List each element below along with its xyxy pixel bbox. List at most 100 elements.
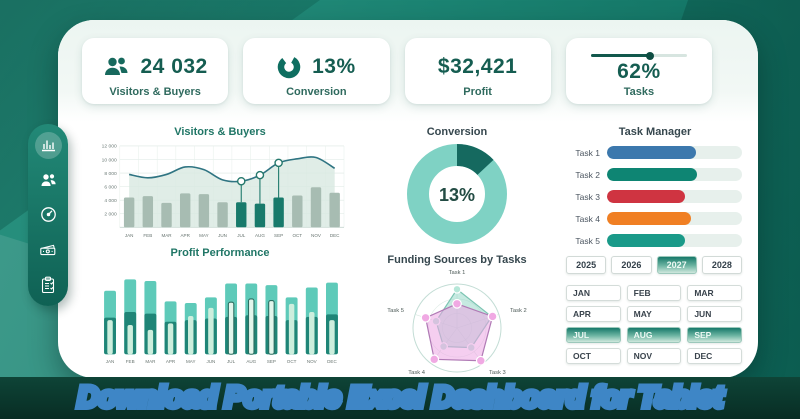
svg-text:8 000: 8 000 [104,171,117,177]
svg-text:Task 3: Task 3 [489,370,506,376]
year-button-2027[interactable]: 2027 [656,256,697,274]
kpi-value: 62% [617,60,661,83]
radar-polygon [424,303,494,362]
svg-text:DEC: DEC [330,233,340,238]
task-label: Task 3 [575,191,600,202]
bar-chart-icon [40,137,56,153]
svg-text:OCT: OCT [287,359,297,364]
chart-title-task-manager: Task Manager [618,126,692,138]
month-filter-grid: JAN FEB MAR APR MAY JUN JUL AUG SEP OCT NOV DEC [566,285,744,364]
month-button-jul[interactable]: JUL [566,327,621,343]
kpi-value: 24 032 [140,54,208,78]
column-middle: Conversion 13% Funding Sources by Tasks … [358,124,556,386]
clipboard-icon [40,276,56,294]
svg-text:APR: APR [166,359,176,364]
kpi-strip: 24 032 Visitors & Buyers 13% Conversion … [58,20,758,122]
sidebar-item-money[interactable] [35,236,62,263]
svg-text:Task 5: Task 5 [387,308,404,314]
month-button-dec[interactable]: DEC [687,348,742,364]
month-button-apr[interactable]: APR [566,306,621,322]
bar-inner [309,312,315,355]
svg-text:6 000: 6 000 [104,184,117,190]
sidebar-item-visitors[interactable] [35,167,62,194]
svg-text:SEP: SEP [267,359,276,364]
dashboard-card: 24 032 Visitors & Buyers 13% Conversion … [28,20,758,378]
svg-text:MAY: MAY [186,359,196,364]
bar [217,202,228,228]
people-icon [40,173,57,188]
task-manager-list: Task 1 Task 2 Task 3 Task 4 Task 5 [566,146,744,247]
year-button-2026[interactable]: 2026 [611,256,652,274]
svg-text:FEB: FEB [143,233,152,238]
bar-inner [247,298,255,355]
conversion-donut-chart: 13% [358,140,556,248]
tasks-progress-line [590,51,688,60]
year-button-2028[interactable]: 2028 [701,256,742,274]
task-label: Task 4 [575,213,600,224]
year-button-2025[interactable]: 2025 [566,256,607,274]
bar [161,202,172,228]
task-row: Task 3 [566,190,742,203]
svg-text:MAY: MAY [199,233,209,238]
month-button-may[interactable]: MAY [626,306,682,322]
task-progress-track [607,146,742,159]
bar-inner [208,308,214,355]
bar-inner [288,304,295,355]
kpi-card-profit: $32,421 Profit [404,38,551,104]
kpi-label: Tasks [623,86,655,98]
month-button-nov[interactable]: NOV [626,348,682,364]
task-progress-track [607,234,742,247]
bar [273,197,284,228]
bar [179,193,191,228]
bar-inner [188,316,194,355]
month-button-jun[interactable]: JUN [687,306,742,322]
month-button-sep[interactable]: SEP [687,327,742,343]
radar-marker [420,312,431,323]
svg-text:13%: 13% [439,185,475,205]
month-button-feb[interactable]: FEB [626,285,682,301]
banner-text: Download Portable Excel Dashboard for Ta… [77,381,723,415]
kpi-card-visitors: 24 032 Visitors & Buyers [82,38,229,104]
task-progress-track [607,190,742,203]
sidebar-item-checklist[interactable] [35,271,62,298]
task-row: Task 1 [566,146,742,159]
donut-svg: 13% [407,144,507,244]
year-filter-row: 2025 2026 2027 2028 [566,256,744,274]
funding-radar-chart: Task 1 Task 2 Task 3 Task 4 Task 5 [358,268,556,386]
task-row: Task 4 [566,212,742,225]
svg-text:4 000: 4 000 [104,198,117,204]
task-progress-fill [607,190,686,203]
sidebar-item-time[interactable] [35,201,62,228]
svg-text:OCT: OCT [292,233,302,238]
task-row: Task 2 [566,168,742,181]
column-right: Task Manager Task 1 Task 2 Task 3 Task 4 Tas… [566,124,744,386]
radar-marker [452,298,462,309]
svg-text:APR: APR [181,233,191,238]
bar-inner [268,300,275,355]
chart-title-funding: Funding Sources by Tasks [387,254,527,266]
radar-marker [487,311,498,322]
visitors-chart-svg: 2 000 4 000 6 000 8 000 10 000 12 000 JAN FEB MA… [102,144,345,238]
donut-icon [277,55,301,79]
bar [254,203,266,228]
kpi-label: Profit [463,85,492,98]
task-label: Task 5 [575,235,600,246]
month-button-oct[interactable]: OCT [566,348,621,364]
svg-text:JAN: JAN [125,233,134,238]
svg-text:MAR: MAR [145,359,156,364]
visitors-buyers-chart: 2 000 4 000 6 000 8 000 10 000 12 000 JAN FEB MA… [92,140,348,242]
month-button-jan[interactable]: JAN [566,285,621,301]
svg-text:Task 2: Task 2 [510,308,527,314]
task-progress-track [607,168,742,181]
bar [236,202,247,228]
people-icon [103,56,130,78]
month-button-mar[interactable]: MAR [687,285,742,301]
svg-text:JUN: JUN [218,233,227,238]
svg-text:Task 1: Task 1 [449,270,466,276]
month-button-aug[interactable]: AUG [626,327,682,343]
svg-text:SEP: SEP [274,233,283,238]
kpi-value: $32,421 [437,54,518,78]
kpi-value: 13% [312,54,356,78]
tasks-progress-fill [590,54,651,57]
sidebar-item-dashboard[interactable] [34,131,62,159]
